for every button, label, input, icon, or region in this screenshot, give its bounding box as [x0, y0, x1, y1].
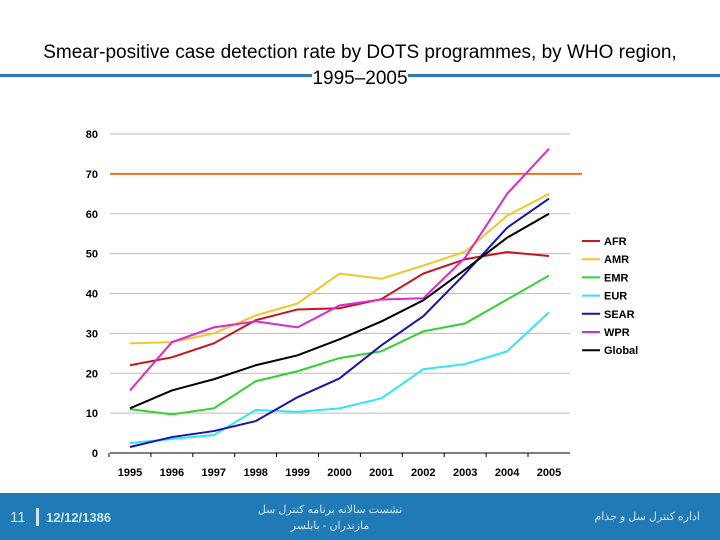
chart-title: Smear-positive case detection rate by DO… [20, 40, 700, 92]
footer-center-line1: نشست سالانه برنامه کنترل سل [257, 504, 403, 516]
legend-label-sear: SEAR [604, 309, 635, 321]
date: 12/12/1386 [46, 510, 112, 525]
footer-center: نشست سالانه برنامه کنترل سل مازندران - با… [230, 502, 430, 534]
x-tick-label: 2000 [327, 467, 351, 479]
y-tick-label: 20 [86, 368, 98, 380]
y-tick-label: 70 [86, 169, 98, 181]
series-line-afr [129, 251, 550, 367]
y-tick-label: 0 [92, 448, 98, 460]
y-tick-label: 50 [86, 249, 98, 261]
x-tick-label: 2005 [537, 467, 561, 479]
legend-label-wpr: WPR [604, 327, 630, 339]
legend-label-afr: AFR [604, 236, 627, 248]
x-tick-label: 2001 [369, 467, 393, 479]
series-line-emr [129, 274, 550, 416]
x-tick-label: 1997 [202, 467, 226, 479]
series-line-wpr [129, 148, 550, 392]
y-tick-label: 30 [86, 328, 98, 340]
legend-label-eur: EUR [604, 291, 627, 303]
divider [36, 508, 39, 526]
y-tick-label: 40 [86, 289, 98, 301]
x-tick-label: 2004 [495, 467, 520, 479]
page-number: 11 [10, 509, 26, 526]
y-tick-label: 10 [86, 408, 98, 420]
x-tick-label: 1998 [243, 467, 267, 479]
line-chart: 0 10 20 30 40 50 60 70 80 1995 1996 1997 1998 1999 200… [86, 129, 638, 479]
y-tick-label: 60 [86, 209, 98, 221]
x-tick-label: 1995 [118, 467, 142, 479]
footer-center-line2: مازندران - بابلسر [290, 520, 370, 532]
legend-label-amr: AMR [604, 254, 629, 266]
x-tick-label: 1999 [285, 467, 309, 479]
x-tick-label: 1996 [160, 467, 184, 479]
legend-label-global: Global [604, 345, 638, 357]
x-tick-label: 2003 [453, 467, 477, 479]
series-line-amr [129, 192, 550, 345]
x-tick-label: 2002 [411, 467, 435, 479]
footer-organization: اداره کنترل سل و جذام [594, 511, 700, 523]
footer: 11 12/12/1386 نشست سالانه برنامه کنترل س… [0, 493, 720, 540]
legend-label-emr: EMR [604, 272, 629, 284]
y-tick-label: 80 [86, 129, 98, 141]
series-line-sear [129, 197, 550, 448]
